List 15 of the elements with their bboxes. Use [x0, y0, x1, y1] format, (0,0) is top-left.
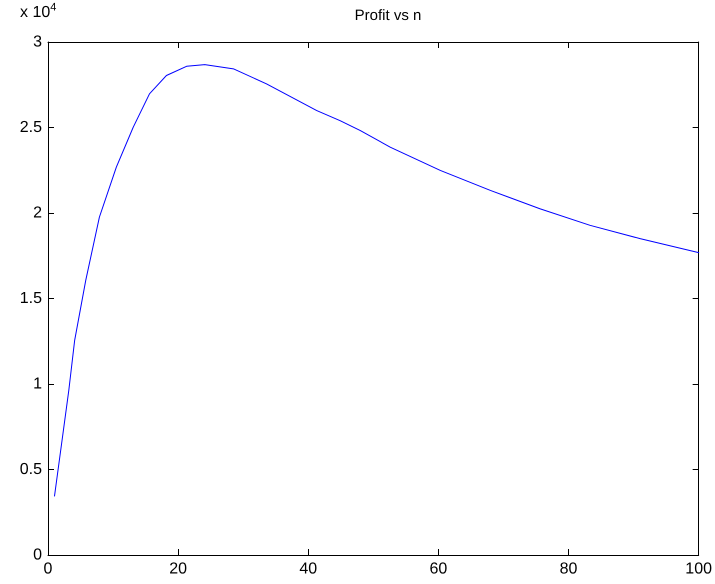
x-tick-label: 60 [429, 560, 448, 578]
y-tick-label: 1.5 [20, 290, 42, 307]
y-tick-label: 2 [33, 204, 42, 222]
line-series [54, 64, 700, 497]
chart-title: Profit vs n [354, 7, 422, 24]
x-tick-label: 80 [560, 560, 578, 578]
x-tick-label: 100 [685, 560, 712, 578]
x-tick-label: 40 [299, 560, 318, 578]
y-tick-label: 3 [33, 34, 42, 50]
y-tick-label: 0.5 [20, 461, 42, 478]
y-tick-label: 2.5 [20, 119, 42, 136]
x-tick-label: 20 [169, 560, 188, 578]
x-tick-label: 0 [44, 560, 53, 578]
y-tick-label: 1 [33, 376, 42, 392]
y-tick-label: 0 [33, 546, 42, 564]
